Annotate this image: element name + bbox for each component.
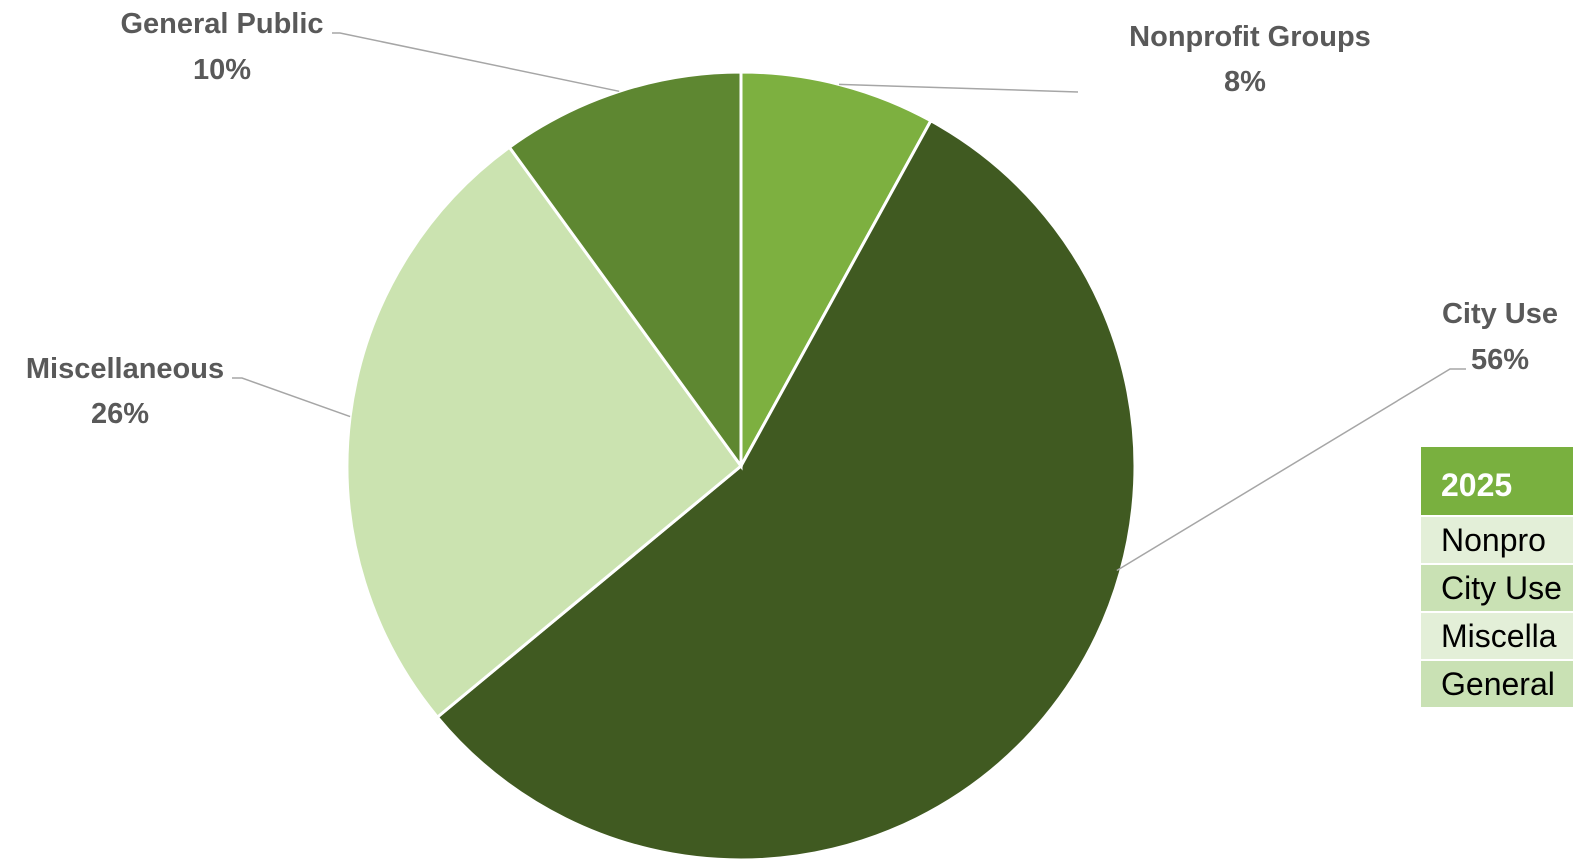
pie-slice-general-public xyxy=(507,70,743,471)
leader-line-nonprofit-groups xyxy=(838,83,1079,93)
label-miscellaneous-name: Miscellaneous xyxy=(26,353,224,385)
label-city-use-name: City Use xyxy=(1442,298,1558,330)
leader-lines xyxy=(232,32,1466,572)
table-header: 2025 xyxy=(1421,447,1573,515)
pie-slice-nonprofit-groups xyxy=(739,70,933,467)
leader-line-miscellaneous xyxy=(232,377,351,418)
table-row: Nonpro xyxy=(1421,515,1573,563)
leader-line-general-public xyxy=(332,32,620,93)
label-general-public-pct: 10% xyxy=(193,54,251,86)
label-nonprofit-groups-name: Nonprofit Groups xyxy=(1129,21,1371,53)
label-general-public-name: General Public xyxy=(120,8,323,40)
table-row: City Use xyxy=(1421,563,1573,611)
pie-slice-miscellaneous xyxy=(345,145,744,720)
label-miscellaneous-pct: 26% xyxy=(91,398,149,430)
leader-line-city-use xyxy=(1116,368,1466,572)
data-table: 2025 Nonpro City Use Miscella General xyxy=(1421,447,1573,707)
table-row: Miscella xyxy=(1421,611,1573,659)
pie-slice-city-use xyxy=(435,118,1137,862)
table-row: General xyxy=(1421,659,1573,707)
label-city-use-pct: 56% xyxy=(1471,344,1529,376)
pie-slices xyxy=(345,70,1137,862)
label-nonprofit-groups-pct: 8% xyxy=(1224,66,1266,98)
